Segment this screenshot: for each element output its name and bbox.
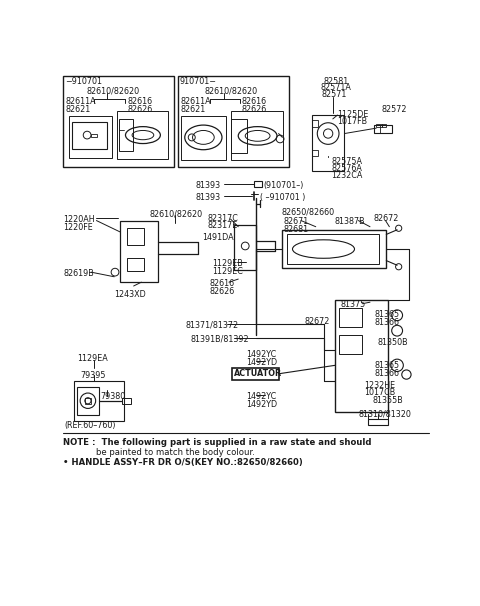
Text: 1220FE: 1220FE (63, 223, 93, 232)
Text: 82611A: 82611A (65, 98, 96, 107)
Bar (368, 419, 388, 425)
Bar (232, 368, 278, 380)
Text: 82626: 82626 (127, 105, 153, 114)
Text: 82610/82620: 82610/82620 (86, 87, 140, 96)
Text: 82616: 82616 (127, 98, 153, 107)
Text: 82610/82620: 82610/82620 (149, 209, 202, 218)
Text: 1492YD: 1492YD (246, 358, 277, 367)
Bar (374, 125, 393, 133)
Text: 1492YC: 1492YC (246, 350, 276, 359)
Bar (181, 116, 226, 160)
Bar (234, 225, 256, 270)
Text: 82576A: 82576A (331, 164, 362, 173)
Text: 82581: 82581 (324, 76, 349, 85)
Text: 82616: 82616 (241, 98, 266, 107)
Bar (120, 221, 157, 282)
Text: 81375: 81375 (340, 300, 366, 309)
Bar (376, 124, 383, 127)
Bar (127, 258, 144, 271)
Text: 82672: 82672 (374, 215, 399, 224)
Text: 82611A: 82611A (180, 98, 211, 107)
Text: 1017CB: 1017CB (365, 388, 396, 398)
Bar (91, 133, 97, 136)
Bar (231, 119, 247, 153)
Text: 1220AH: 1220AH (63, 215, 95, 224)
Text: 1492YD: 1492YD (246, 400, 277, 409)
Text: ACTUATOR: ACTUATOR (234, 369, 282, 378)
Text: 1017FB: 1017FB (337, 118, 368, 127)
Text: NOTE :  The following part is supplied in a raw state and should: NOTE : The following part is supplied in… (63, 438, 372, 447)
Text: ( –910701 ): ( –910701 ) (260, 193, 305, 202)
Bar (287, 235, 379, 264)
Text: 1243XD: 1243XD (114, 290, 146, 299)
Text: • HANDLE ASSY–FR DR O/S(KEY NO.:82650/82660): • HANDLE ASSY–FR DR O/S(KEY NO.:82650/82… (63, 458, 303, 467)
Text: 82681: 82681 (283, 225, 308, 234)
Text: 81350B: 81350B (378, 338, 408, 347)
Bar (282, 230, 386, 268)
Text: 1129EB: 1129EB (212, 259, 243, 268)
Text: 82571A: 82571A (321, 84, 351, 93)
Text: 82610/82620: 82610/82620 (205, 87, 258, 96)
Bar (383, 124, 386, 127)
Text: 82317E: 82317E (207, 221, 238, 230)
Bar (77, 387, 99, 415)
Bar (85, 398, 91, 404)
Bar (72, 122, 107, 149)
Text: 79395: 79395 (80, 371, 106, 381)
Bar (339, 308, 362, 327)
Text: 82626: 82626 (241, 105, 266, 114)
Bar (230, 112, 283, 160)
Text: 81365: 81365 (375, 361, 400, 370)
Text: 81355B: 81355B (372, 396, 403, 405)
Text: 82621: 82621 (65, 105, 91, 114)
Bar (63, 76, 174, 167)
Bar (69, 116, 112, 158)
Text: (REF.60–760): (REF.60–760) (65, 421, 116, 430)
Text: 81366: 81366 (375, 369, 400, 378)
Text: 81393: 81393 (196, 181, 221, 190)
Bar (119, 119, 133, 152)
Text: 1492YC: 1492YC (246, 392, 276, 401)
Text: 1232CA: 1232CA (331, 171, 362, 180)
Text: 82616: 82616 (210, 279, 235, 288)
Text: −910701: −910701 (65, 78, 102, 86)
Bar (254, 181, 262, 187)
Bar (117, 112, 168, 159)
Bar (339, 335, 362, 354)
Text: 82671: 82671 (283, 218, 309, 227)
Text: 1129EA: 1129EA (77, 354, 108, 363)
Text: 910701−: 910701− (180, 78, 216, 86)
Text: 82572: 82572 (382, 105, 407, 114)
Text: (910701–): (910701–) (264, 181, 304, 190)
Text: be painted to match the body colour.: be painted to match the body colour. (63, 448, 255, 457)
Text: 1232HE: 1232HE (365, 381, 396, 390)
Bar (312, 150, 318, 156)
Text: 82619B: 82619B (63, 269, 94, 278)
Text: 81387B: 81387B (335, 218, 365, 227)
Text: 82626: 82626 (210, 287, 235, 296)
Text: 81391B/81392: 81391B/81392 (190, 335, 249, 344)
Text: 82575A: 82575A (331, 158, 362, 167)
Bar (127, 228, 144, 245)
Bar (335, 300, 388, 411)
Text: 81371/81372: 81371/81372 (186, 321, 239, 330)
Bar (312, 115, 345, 170)
Text: 1491DA: 1491DA (203, 233, 234, 242)
Bar (312, 121, 318, 127)
Text: 79380: 79380 (100, 392, 126, 401)
Text: 82571: 82571 (322, 90, 348, 99)
Text: 81393: 81393 (196, 193, 221, 202)
Bar (122, 398, 132, 404)
Text: 1129EC: 1129EC (212, 267, 243, 276)
Text: 82650/82660: 82650/82660 (282, 207, 335, 216)
Text: 82621: 82621 (180, 105, 205, 114)
Text: 82317C: 82317C (207, 214, 238, 222)
Text: 81365: 81365 (375, 310, 400, 319)
Bar (74, 381, 124, 421)
Text: 82672: 82672 (304, 317, 329, 326)
Bar (178, 76, 288, 167)
Text: 81366: 81366 (375, 318, 400, 327)
Text: 81310/81320: 81310/81320 (359, 410, 411, 419)
Text: 1125DE: 1125DE (337, 110, 369, 119)
